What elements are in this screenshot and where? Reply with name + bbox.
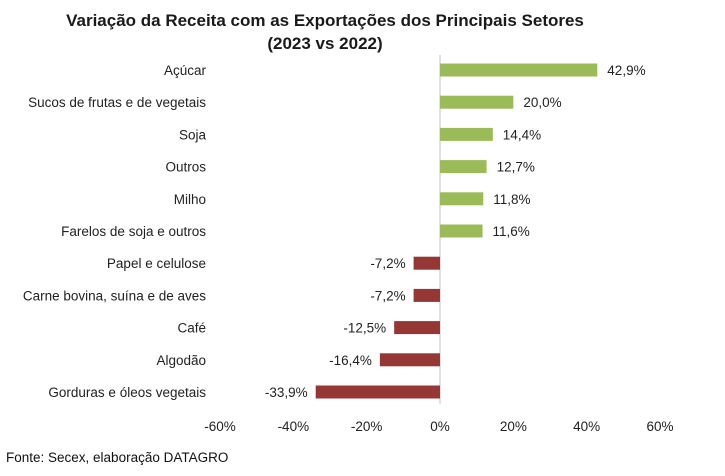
chart-title: Variação da Receita com as Exportações d… xyxy=(66,11,584,30)
bar xyxy=(440,192,484,206)
data-label: 11,8% xyxy=(493,192,530,207)
bar xyxy=(440,160,487,174)
data-label: -16,4% xyxy=(329,353,372,368)
bar xyxy=(413,288,440,302)
bar xyxy=(440,63,598,77)
category-label: Farelos de soja e outros xyxy=(61,224,206,239)
category-label: Sucos de frutas e de vegetais xyxy=(28,95,206,110)
bar xyxy=(440,127,493,141)
chart-subtitle: (2023 vs 2022) xyxy=(267,34,383,53)
data-label: 12,7% xyxy=(497,160,535,175)
data-label: -7,2% xyxy=(370,288,405,303)
category-label: Milho xyxy=(174,192,206,207)
data-label: -7,2% xyxy=(370,256,405,271)
category-label: Outros xyxy=(165,160,206,175)
x-tick-label: 60% xyxy=(646,419,673,434)
bar xyxy=(440,224,483,238)
category-label: Gorduras e óleos vegetais xyxy=(48,385,206,400)
bar xyxy=(379,353,440,367)
x-tick-label: -60% xyxy=(204,419,236,434)
category-label: Café xyxy=(177,321,206,336)
category-label: Algodão xyxy=(156,353,206,368)
data-label: -33,9% xyxy=(265,385,308,400)
data-label: 14,4% xyxy=(503,127,541,142)
data-label: -12,5% xyxy=(343,321,386,336)
bar xyxy=(413,256,440,270)
data-label: 11,6% xyxy=(493,224,530,239)
category-label: Soja xyxy=(179,127,207,142)
bar xyxy=(394,321,440,335)
bar xyxy=(440,95,514,109)
x-tick-label: 40% xyxy=(573,419,600,434)
category-label: Carne bovina, suína e de aves xyxy=(23,288,206,303)
category-label: Açúcar xyxy=(164,63,207,78)
x-tick-label: -40% xyxy=(278,419,310,434)
data-label: 20,0% xyxy=(523,95,561,110)
bar xyxy=(315,385,440,399)
data-label: 42,9% xyxy=(607,63,645,78)
x-tick-label: 20% xyxy=(500,419,527,434)
x-tick-label: 0% xyxy=(430,419,450,434)
source-note: Fonte: Secex, elaboração DATAGRO xyxy=(6,450,229,465)
category-label: Papel e celulose xyxy=(107,256,206,271)
x-tick-label: -20% xyxy=(351,419,383,434)
